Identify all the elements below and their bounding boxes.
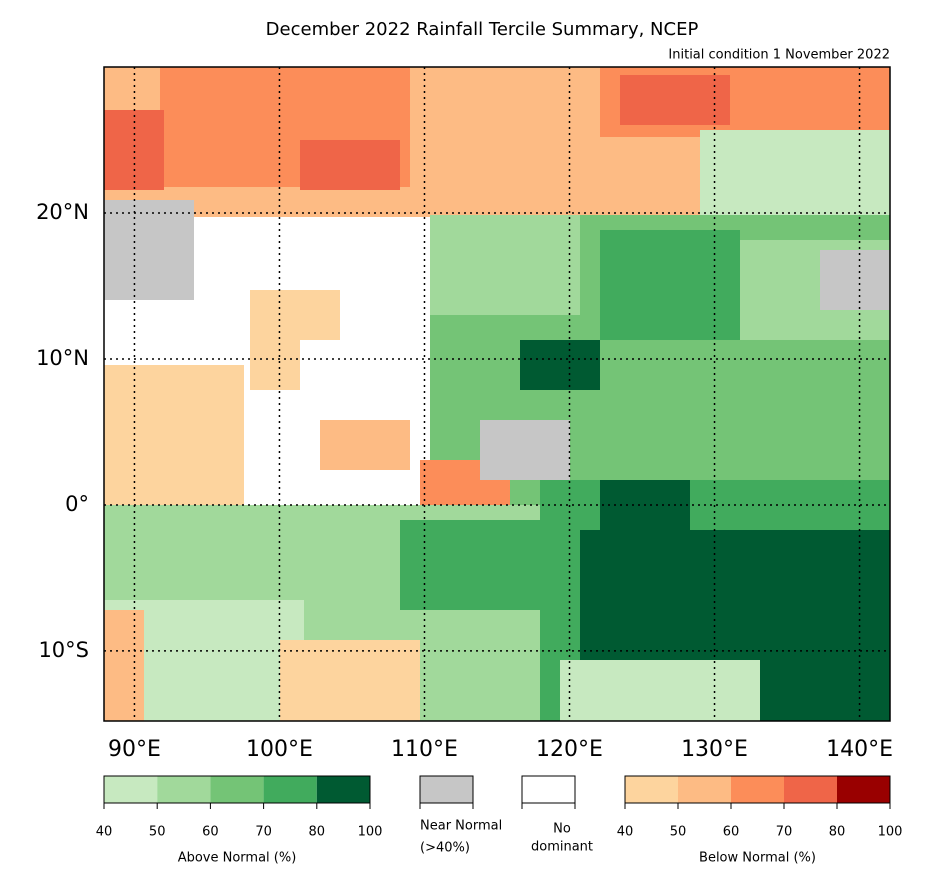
lat-label: 10°S [38,638,89,662]
legend-tick-label: 40 [96,825,113,840]
legend-tick-label: 50 [149,825,166,840]
lon-label: 100°E [246,737,313,762]
lon-label: 110°E [391,737,458,762]
lon-label: 120°E [536,737,603,762]
legend-label: No [553,822,571,837]
title: December 2022 Rainfall Tercile Summary, … [266,19,699,40]
legend-swatch [625,776,678,803]
legend-swatch [678,776,731,803]
legend-swatch [157,776,211,803]
legend-tick-label: 50 [670,825,687,840]
legend-label: Near Normal [420,819,502,834]
legend-frame [103,775,371,804]
legend-label: (>40%) [420,841,470,856]
legend-swatch [521,775,576,804]
legend-swatch [210,776,264,803]
legend-tick-label: 80 [829,825,846,840]
legend-frame [624,775,891,804]
lat-label: 0° [65,492,89,516]
legend-tick-label: 100 [878,825,903,840]
lat-label: 10°N [36,346,89,370]
legend-swatch [104,776,158,803]
legend-tick-label: 100 [358,825,383,840]
legend-tick-label: 80 [309,825,326,840]
legend-tick-label: 70 [255,825,272,840]
legend-swatch [784,776,837,803]
legend-tick-label: 70 [776,825,793,840]
subtitle: Initial condition 1 November 2022 [668,48,890,63]
legend-swatch [731,776,784,803]
legend-swatch [419,775,474,804]
legend-tick-label: 60 [723,825,740,840]
map-frame [103,66,891,722]
legend-swatch [263,776,317,803]
legend-label: dominant [531,840,593,855]
legend-label: Below Normal (%) [699,851,816,866]
lon-label: 130°E [681,737,748,762]
legend-label: Above Normal (%) [178,851,297,866]
legend-tick-label: 40 [617,825,634,840]
legend-swatch [837,776,890,803]
legend-swatch [316,776,370,803]
lon-label: 90°E [108,737,161,762]
legend-tick-label: 60 [202,825,219,840]
lon-label: 140°E [826,737,893,762]
rainfall-field [104,67,890,721]
lat-label: 20°N [36,200,89,224]
graticule [104,67,890,721]
